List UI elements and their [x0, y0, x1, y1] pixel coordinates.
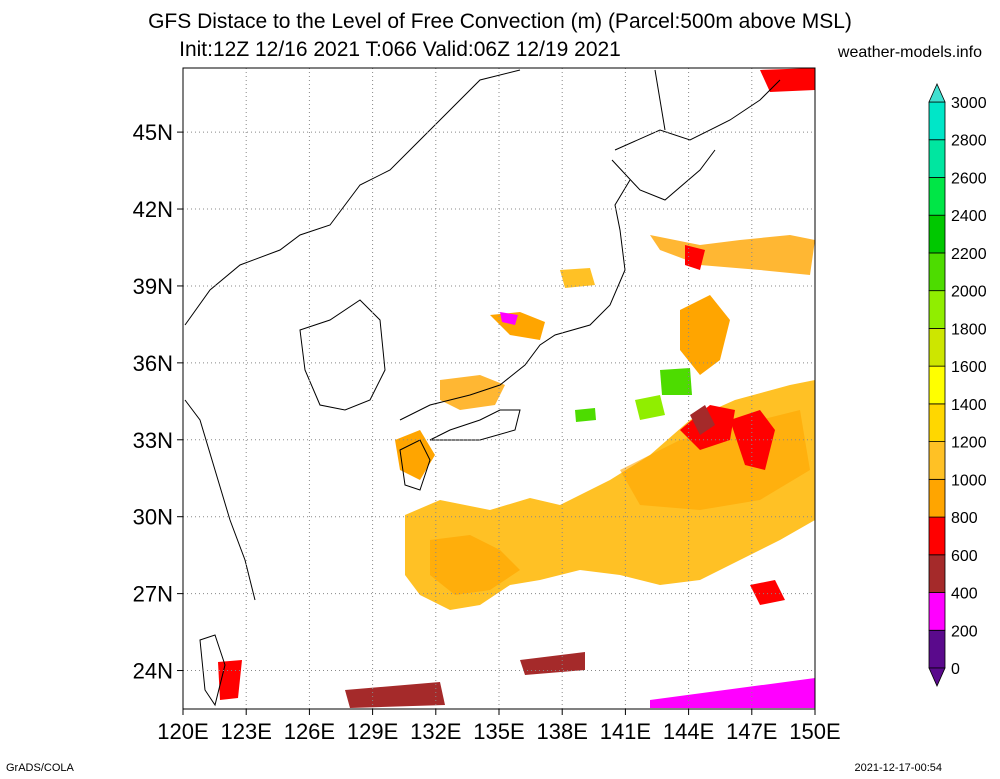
lon-tick-label: 150E	[789, 719, 840, 744]
colorbar-label: 2000	[951, 284, 987, 301]
colorbar-label: 2800	[951, 133, 987, 150]
colorbar-label: 0	[951, 661, 960, 678]
colorbar-band	[928, 554, 946, 593]
lon-tick-label: 126E	[284, 719, 335, 744]
lon-tick-label: 144E	[663, 719, 714, 744]
colorbar-band	[928, 592, 946, 631]
map-title: GFS Distace to the Level of Free Convect…	[148, 10, 852, 33]
lon-tick-label: 129E	[347, 719, 398, 744]
lon-tick-label: 147E	[726, 719, 777, 744]
site-credit: weather-models.info	[837, 44, 982, 61]
colorbar-band	[928, 290, 946, 329]
colorbar-label: 1600	[951, 359, 987, 376]
colorbar-band	[928, 214, 946, 254]
colorbar-label: 400	[951, 586, 978, 603]
lon-tick-label: 132E	[410, 719, 461, 744]
lat-tick-label: 45N	[133, 120, 173, 145]
lon-tick-label: 123E	[221, 719, 272, 744]
colorbar-label: 2600	[951, 170, 987, 187]
colorbar-band	[928, 478, 946, 518]
map-subtitle: Init:12Z 12/16 2021 T:066 Valid:06Z 12/1…	[179, 38, 621, 61]
map-grid	[183, 68, 815, 709]
colorbar-band	[928, 252, 946, 292]
lat-tick-label: 39N	[133, 274, 173, 299]
colorbar-band	[928, 101, 946, 141]
colorbar-band	[928, 441, 946, 480]
lat-tick-label: 42N	[133, 197, 173, 222]
footer-timestamp: 2021-12-17-00:54	[854, 762, 942, 774]
colorbar-arrow-bottom	[928, 667, 946, 687]
colorbar-band	[928, 403, 946, 443]
colorbar-label: 600	[951, 548, 978, 565]
lat-tick-label: 24N	[133, 659, 173, 684]
lon-tick-label: 138E	[537, 719, 588, 744]
lat-tick-label: 30N	[133, 505, 173, 530]
lat-labels: 24N 27N 30N 33N 36N 39N 42N 45N	[133, 120, 183, 684]
coastlines	[184, 69, 781, 707]
lon-labels: 120E 123E 126E 129E 132E 135E 138E 141E 144E 147E…	[157, 709, 841, 744]
colorbar-band	[928, 327, 946, 367]
lfc-field	[218, 68, 815, 708]
lon-tick-label: 135E	[473, 719, 524, 744]
colorbar-arrow-top	[928, 83, 946, 103]
colorbar: 0 200 400 600 800 1000 1200 1400 1600 1800 2000 220…	[928, 83, 987, 687]
colorbar-label: 2400	[951, 208, 987, 225]
colorbar-label: 1400	[951, 397, 987, 414]
colorbar-label: 2200	[951, 246, 987, 263]
colorbar-label: 1800	[951, 321, 987, 338]
colorbar-band	[928, 177, 946, 216]
colorbar-label: 1000	[951, 472, 987, 489]
colorbar-label: 3000	[951, 95, 987, 112]
colorbar-band	[928, 139, 946, 178]
footer-software: GrADS/COLA	[6, 762, 74, 774]
lon-tick-label: 141E	[600, 719, 651, 744]
colorbar-band	[928, 516, 946, 556]
lat-tick-label: 36N	[133, 351, 173, 376]
colorbar-label: 800	[951, 510, 978, 527]
lon-tick-label: 120E	[157, 719, 208, 744]
colorbar-label: 1200	[951, 435, 987, 452]
colorbar-band	[928, 629, 946, 669]
lat-tick-label: 27N	[133, 582, 173, 607]
lat-tick-label: 33N	[133, 428, 173, 453]
colorbar-band	[928, 365, 946, 405]
colorbar-label: 200	[951, 623, 978, 640]
